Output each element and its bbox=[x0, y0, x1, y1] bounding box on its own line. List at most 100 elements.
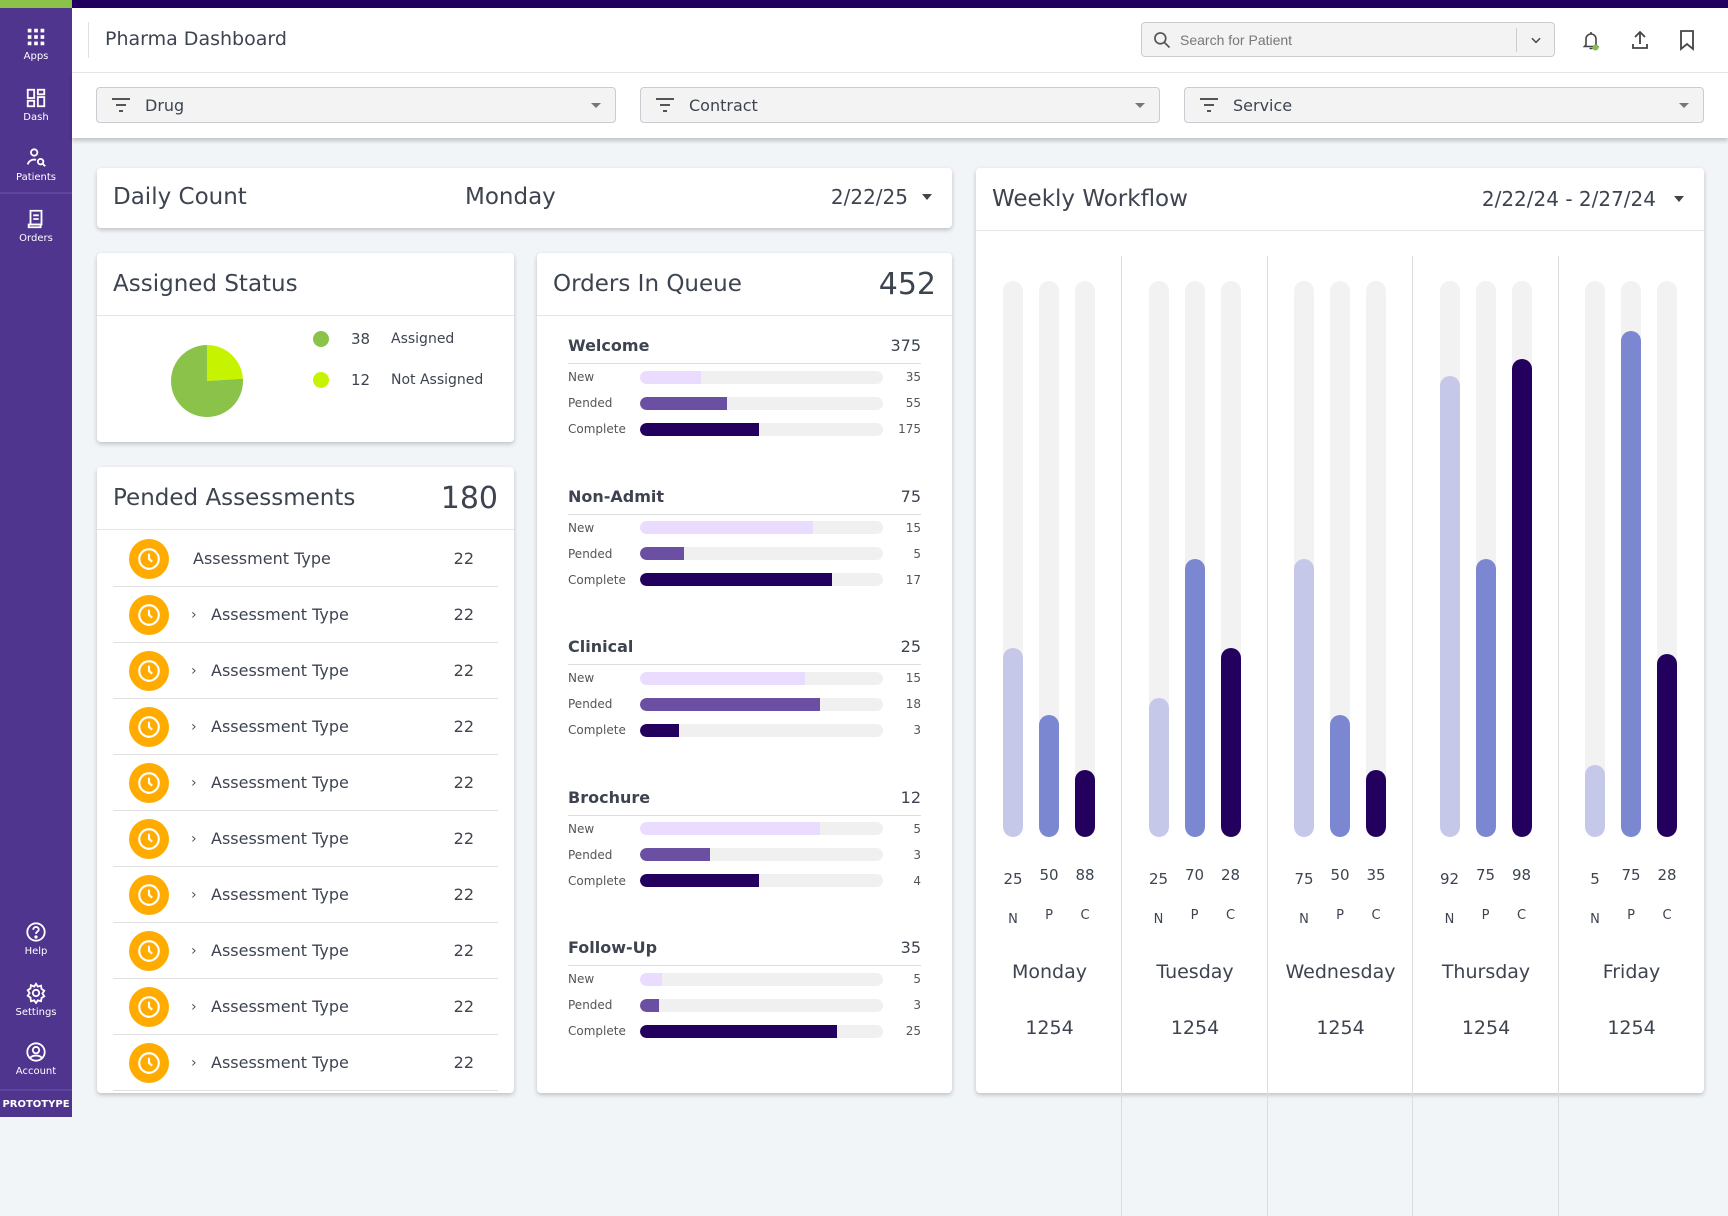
workflow-bar-C[interactable] bbox=[1511, 358, 1532, 837]
workflow-bar-P[interactable] bbox=[1039, 714, 1059, 837]
queue-row-label: Pended bbox=[568, 396, 613, 410]
workflow-bar-value: 35 bbox=[1366, 866, 1386, 884]
workflow-bar-C[interactable] bbox=[1657, 653, 1677, 837]
queue-row-label: New bbox=[568, 370, 595, 384]
pended-assessment-row[interactable]: › Assessment Type 22 bbox=[113, 979, 498, 1035]
workflow-bar-track bbox=[1511, 281, 1532, 837]
pended-assessment-row[interactable]: › Assessment Type 22 bbox=[113, 811, 498, 867]
queue-section-header: Welcome 375 bbox=[568, 316, 921, 364]
pended-assessment-row[interactable]: Assessment Type 22 bbox=[113, 531, 498, 587]
workflow-bar-P[interactable] bbox=[1621, 331, 1641, 837]
sidebar-item-settings[interactable]: Settings bbox=[0, 972, 72, 1028]
pended-assessment-row[interactable]: › Assessment Type 22 bbox=[113, 643, 498, 699]
clock-icon bbox=[129, 874, 169, 915]
pie-slice-not-assigned[interactable] bbox=[207, 345, 243, 381]
clock-icon bbox=[129, 1042, 169, 1083]
progress-fill bbox=[640, 697, 820, 711]
chevron-down-icon bbox=[1530, 37, 1541, 43]
orders-queue-total: 452 bbox=[878, 267, 936, 302]
chevron-right-icon[interactable]: › bbox=[191, 942, 197, 959]
queue-row-value: 175 bbox=[898, 422, 921, 436]
week-range-selector[interactable]: 2/22/24 - 2/27/24 bbox=[1482, 187, 1684, 211]
pended-assessments-title: Pended Assessments bbox=[113, 485, 356, 511]
workflow-bar-N[interactable] bbox=[1439, 375, 1460, 837]
prototype-badge: PROTOTYPE bbox=[0, 1089, 72, 1117]
chevron-right-icon[interactable]: › bbox=[191, 606, 197, 623]
workflow-bar-N[interactable] bbox=[1585, 764, 1605, 837]
assessment-type-label: Assessment Type bbox=[211, 885, 349, 904]
assigned-status-card: Assigned Status 38 Assigned 12 Not Assigned bbox=[97, 253, 514, 442]
page-title: Pharma Dashboard bbox=[105, 28, 287, 50]
upload-icon[interactable] bbox=[1628, 28, 1652, 52]
sidebar-item-account[interactable]: Account bbox=[0, 1031, 72, 1087]
notification-bell-icon[interactable] bbox=[1579, 28, 1603, 52]
queue-row-complete: Complete 175 bbox=[568, 416, 921, 442]
filter-icon bbox=[112, 98, 130, 112]
pended-assessment-row[interactable]: › Assessment Type 22 bbox=[113, 755, 498, 811]
progress-fill bbox=[640, 874, 760, 887]
queue-row-label: Complete bbox=[568, 1024, 626, 1038]
patient-search[interactable]: Search for Patient bbox=[1141, 22, 1555, 57]
progress-bar bbox=[640, 396, 883, 410]
workflow-bar-track bbox=[1475, 281, 1496, 837]
clock-icon bbox=[129, 538, 169, 579]
sidebar-item-apps[interactable]: Apps bbox=[0, 16, 72, 72]
pended-assessment-row[interactable]: › Assessment Type 22 bbox=[113, 867, 498, 923]
pie-slice-assigned[interactable] bbox=[171, 345, 243, 417]
queue-row-label: New bbox=[568, 520, 595, 535]
workflow-bar-track bbox=[1003, 281, 1023, 837]
caret-down-icon bbox=[922, 194, 932, 200]
filter-service[interactable]: Service bbox=[1184, 87, 1704, 123]
progress-fill bbox=[640, 422, 760, 436]
chevron-right-icon[interactable]: › bbox=[191, 718, 197, 735]
progress-fill bbox=[640, 547, 684, 560]
weekly-workflow-card: Weekly Workflow 2/22/24 - 2/27/24 25 N 50 P… bbox=[976, 168, 1704, 1216]
progress-bar bbox=[640, 972, 883, 986]
queue-row-new: New 15 bbox=[568, 515, 921, 541]
chevron-right-icon[interactable]: › bbox=[191, 886, 197, 903]
chevron-right-icon[interactable]: › bbox=[191, 774, 197, 791]
chevron-right-icon[interactable]: › bbox=[191, 830, 197, 847]
apps-grid-icon bbox=[27, 28, 45, 46]
sidebar-item-dash[interactable]: Dash bbox=[0, 77, 72, 133]
workflow-bar-C[interactable] bbox=[1220, 647, 1241, 837]
clock-icon bbox=[129, 762, 169, 803]
workflow-bar-C[interactable] bbox=[1075, 770, 1095, 837]
workflow-bar-letter: P bbox=[1481, 908, 1490, 923]
workflow-bar-P[interactable] bbox=[1475, 559, 1496, 837]
workflow-bar-value: 75 bbox=[1621, 866, 1641, 884]
filter-label: Service bbox=[1233, 95, 1293, 115]
queue-section-name: Clinical bbox=[568, 637, 634, 656]
pended-assessment-row[interactable]: › Assessment Type 22 bbox=[113, 587, 498, 643]
assessment-type-label: Assessment Type bbox=[211, 997, 349, 1016]
workflow-bar-value: 25 bbox=[1148, 870, 1169, 888]
workflow-bar-P[interactable] bbox=[1330, 714, 1350, 837]
bookmark-icon[interactable] bbox=[1675, 28, 1699, 52]
filter-drug[interactable]: Drug bbox=[96, 87, 616, 123]
dashboard-icon bbox=[26, 88, 46, 108]
queue-row-label: New bbox=[568, 821, 595, 836]
workflow-bar-C[interactable] bbox=[1366, 770, 1386, 837]
date-selector[interactable]: 2/22/25 bbox=[831, 185, 932, 209]
weekday-column-wednesday: 75 N 50 P 35 C Wednesday 1254 bbox=[1268, 256, 1413, 1216]
search-dropdown-button[interactable] bbox=[1516, 27, 1554, 52]
sidebar-item-help[interactable]: Help bbox=[0, 911, 72, 967]
legend-count: 12 bbox=[351, 371, 371, 389]
filter-contract[interactable]: Contract bbox=[640, 87, 1160, 123]
queue-section-total: 75 bbox=[900, 486, 921, 506]
search-input[interactable]: Search for Patient bbox=[1180, 31, 1293, 48]
pended-assessment-row[interactable]: › Assessment Type 22 bbox=[113, 1035, 498, 1091]
sidebar-item-patients[interactable]: Patients bbox=[0, 137, 72, 193]
workflow-bar-N[interactable] bbox=[1148, 698, 1169, 837]
workflow-bar-P[interactable] bbox=[1184, 559, 1205, 837]
workflow-bar-N[interactable] bbox=[1003, 647, 1023, 837]
chevron-right-icon[interactable]: › bbox=[191, 998, 197, 1015]
pended-assessment-row[interactable]: › Assessment Type 22 bbox=[113, 923, 498, 979]
queue-section-name: Non-Admit bbox=[568, 486, 665, 506]
pended-assessment-row[interactable]: › Assessment Type 22 bbox=[113, 699, 498, 755]
gear-icon bbox=[26, 982, 46, 1004]
sidebar-item-orders[interactable]: Orders bbox=[0, 198, 72, 254]
workflow-bar-N[interactable] bbox=[1294, 559, 1314, 837]
chevron-right-icon[interactable]: › bbox=[191, 662, 197, 679]
chevron-right-icon[interactable]: › bbox=[191, 1054, 197, 1071]
